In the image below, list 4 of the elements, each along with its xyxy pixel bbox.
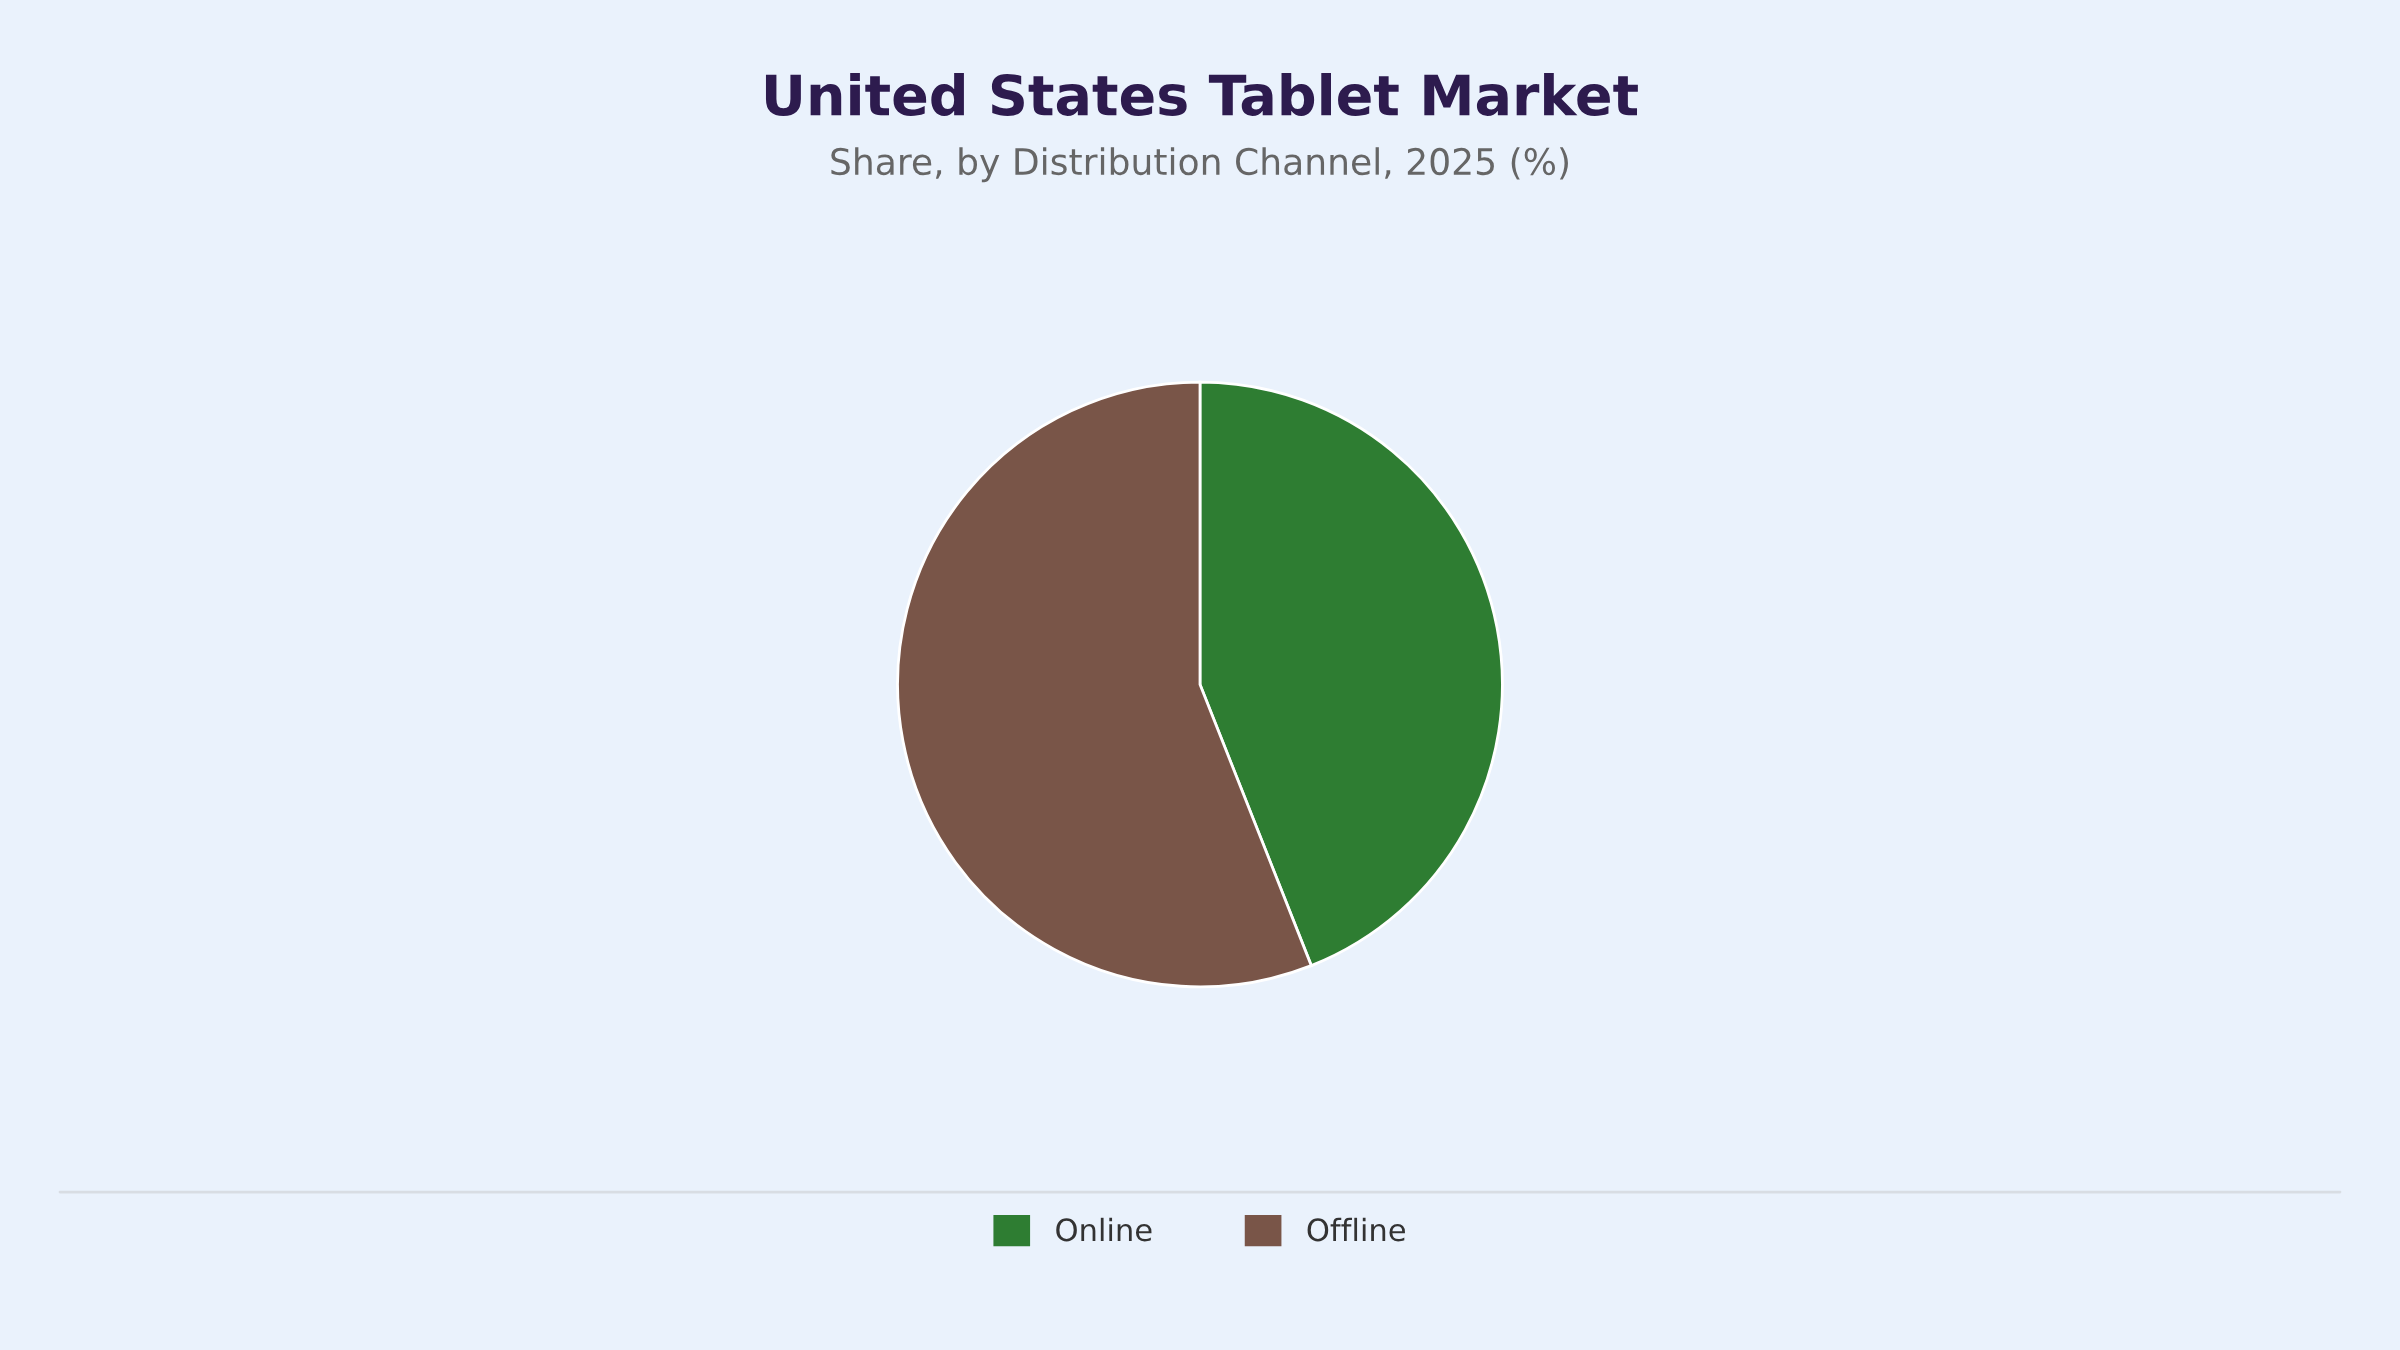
chart-title: United States Tablet Market (765, 73, 1638, 117)
chart-subtitle: Share, by Distribution Channel, 2025 (%) (831, 147, 1568, 183)
legend-label: Offline (1307, 1217, 1405, 1242)
legend-label: Online (1056, 1217, 1152, 1242)
